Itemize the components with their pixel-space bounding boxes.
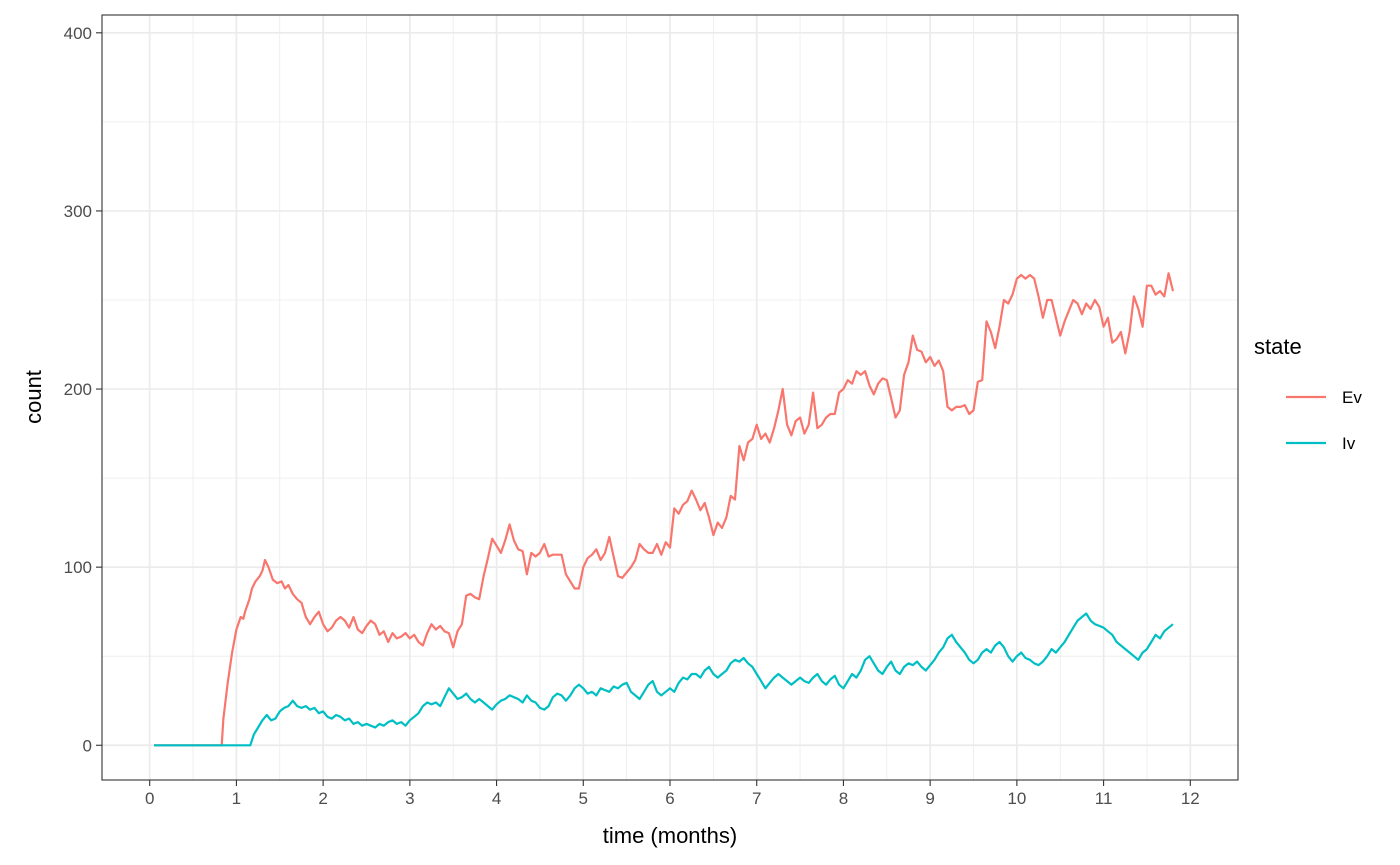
x-tick-label: 6 [665,789,674,808]
x-tick-label: 12 [1181,789,1200,808]
y-tick-label: 0 [83,736,92,755]
x-axis-ticks: 0 1 2 3 4 5 6 7 8 9 10 11 12 [145,780,1200,808]
major-gridlines [102,15,1238,780]
x-tick-label: 0 [145,789,154,808]
x-tick-label: 9 [925,789,934,808]
series-line-ev [154,272,1175,747]
x-tick-label: 4 [492,789,501,808]
y-tick-label: 100 [64,558,92,577]
series-line-iv [154,612,1174,747]
x-tick-label: 10 [1007,789,1026,808]
x-tick-label: 8 [839,789,848,808]
series-lines [154,272,1175,747]
y-tick-label: 400 [64,24,92,43]
legend-title: state [1254,334,1302,359]
x-tick-label: 2 [318,789,327,808]
x-tick-label: 3 [405,789,414,808]
legend: state Ev Iv [1254,334,1362,453]
y-axis-ticks: 0 100 200 300 400 [64,24,102,755]
y-tick-label: 300 [64,202,92,221]
x-tick-label: 1 [232,789,241,808]
legend-label-ev: Ev [1342,388,1362,407]
x-tick-label: 5 [579,789,588,808]
x-tick-label: 11 [1095,789,1113,808]
x-axis-title: time (months) [603,823,737,848]
legend-label-iv: Iv [1342,434,1356,453]
x-tick-label: 7 [752,789,761,808]
y-tick-label: 200 [64,380,92,399]
y-axis-title: count [21,370,46,424]
